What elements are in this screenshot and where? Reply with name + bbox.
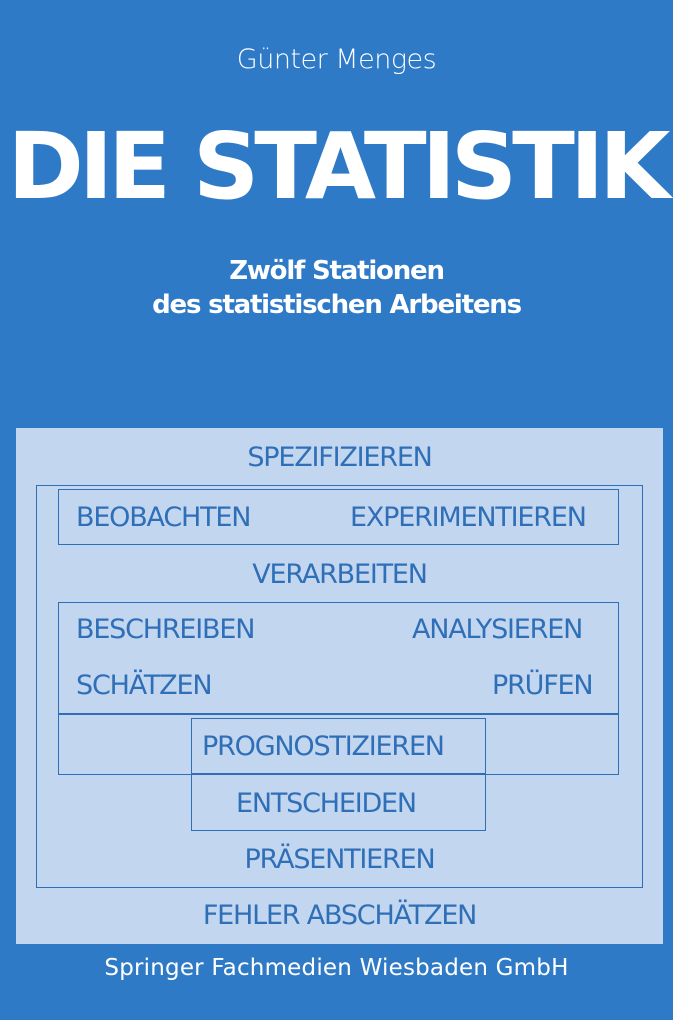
- subtitle-line-2: des statistischen Arbeitens: [152, 290, 522, 320]
- step-prognostizieren: PROGNOSTIZIEREN: [202, 731, 445, 762]
- step-entscheiden: ENTSCHEIDEN: [236, 788, 417, 819]
- author-name: Günter Menges: [236, 44, 437, 75]
- publisher-name: Springer Fachmedien Wiesbaden GmbH: [104, 955, 569, 981]
- step-spezifizieren: SPEZIFIZIEREN: [247, 442, 433, 473]
- subtitle-line-1: Zwölf Stationen: [229, 256, 445, 286]
- step-pruefen: PRÜFEN: [492, 670, 594, 701]
- step-experimentieren: EXPERIMENTIEREN: [350, 502, 587, 533]
- step-analysieren: ANALYSIEREN: [412, 614, 583, 645]
- step-fehler-abschaetzen: FEHLER ABSCHÄTZEN: [202, 900, 478, 931]
- step-praesentieren: PRÄSENTIEREN: [244, 844, 436, 875]
- observation-box: [58, 489, 619, 545]
- step-verarbeiten: VERARBEITEN: [252, 559, 428, 590]
- decision-box: [191, 773, 486, 831]
- outer-frame: [36, 485, 643, 888]
- analysis-box: [58, 602, 619, 715]
- analysis-lower-box: [58, 713, 619, 775]
- step-beobachten: BEOBACHTEN: [76, 502, 251, 533]
- workflow-diagram: SPEZIFIZIEREN BEOBACHTEN EXPERIMENTIEREN…: [16, 428, 663, 944]
- book-title: DIE STATISTIK: [7, 113, 671, 220]
- step-schaetzen: SCHÄTZEN: [76, 670, 213, 701]
- step-beschreiben: BESCHREIBEN: [76, 614, 255, 645]
- book-subtitle: Zwölf Stationen des statistischen Arbeit…: [0, 254, 673, 322]
